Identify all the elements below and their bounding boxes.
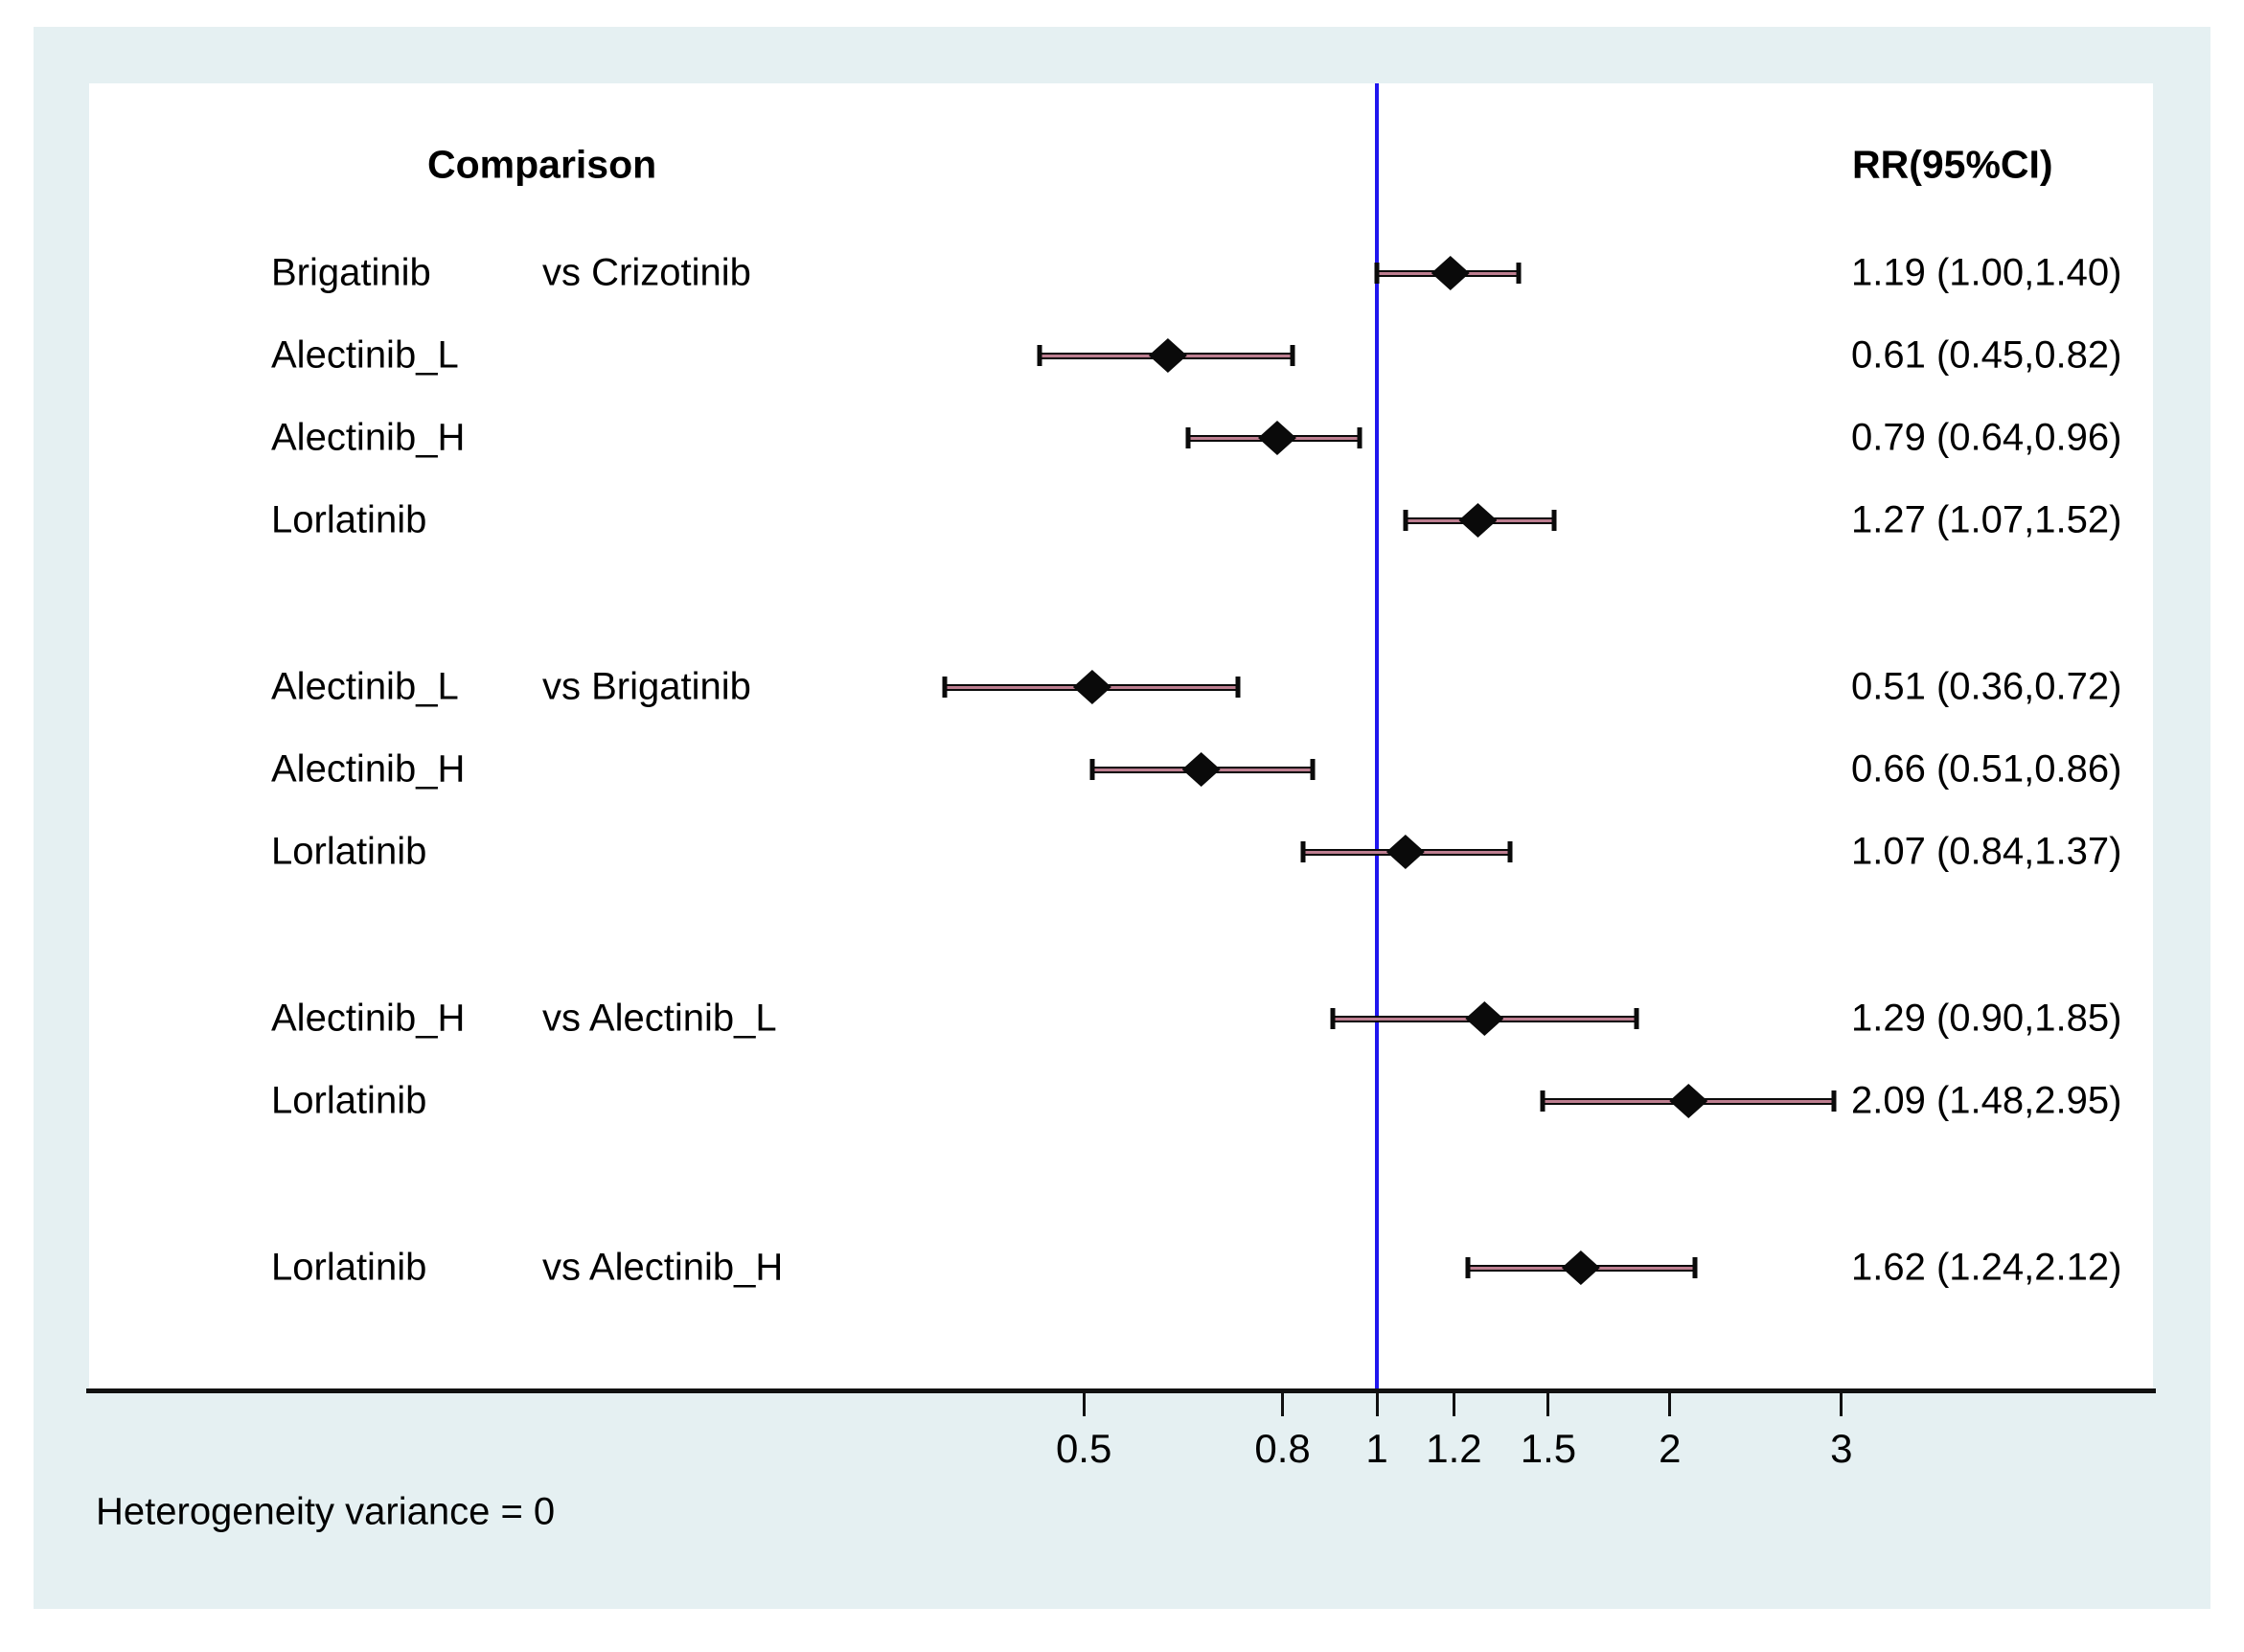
rr-ci-value: 0.79 (0.64,0.96)	[1851, 416, 2122, 459]
rr-ci-value: 1.62 (1.24,2.12)	[1851, 1246, 2122, 1289]
row-treatment-label: Alectinib_H	[271, 416, 466, 459]
rr-ci-value: 1.19 (1.00,1.40)	[1851, 251, 2122, 294]
x-axis-tick	[1668, 1393, 1672, 1416]
ci-cap-low	[1403, 510, 1408, 531]
x-axis-tick	[1546, 1393, 1550, 1416]
rr-ci-value: 1.07 (0.84,1.37)	[1851, 830, 2122, 873]
ci-cap-low	[1089, 759, 1095, 780]
x-axis-tick-label: 1.5	[1520, 1426, 1577, 1471]
ci-cap-low	[1037, 345, 1042, 366]
ci-cap-low	[1300, 841, 1306, 862]
heterogeneity-footnote: Heterogeneity variance = 0	[96, 1490, 556, 1533]
rr-ci-value: 0.61 (0.45,0.82)	[1851, 333, 2122, 377]
column-header-comparison: Comparison	[427, 142, 657, 187]
ci-cap-high	[1310, 759, 1316, 780]
row-treatment-label: Brigatinib	[271, 251, 431, 294]
x-axis-tick-label: 3	[1830, 1426, 1853, 1471]
ci-cap-low	[1374, 263, 1380, 284]
row-treatment-label: Alectinib_L	[271, 665, 459, 708]
ci-cap-high	[1551, 510, 1557, 531]
x-axis-tick-label: 2	[1659, 1426, 1682, 1471]
row-comparator-label: vs Alectinib_H	[542, 1246, 784, 1289]
x-axis-tick	[1281, 1393, 1285, 1416]
row-comparator-label: vs Brigatinib	[542, 665, 751, 708]
ci-cap-high	[1831, 1090, 1837, 1112]
row-treatment-label: Lorlatinib	[271, 830, 427, 873]
ci-cap-high	[1507, 841, 1513, 862]
x-axis-tick-label: 1	[1365, 1426, 1388, 1471]
ci-cap-low	[1465, 1257, 1471, 1278]
reference-line	[1375, 83, 1379, 1391]
x-axis-tick-label: 0.5	[1055, 1426, 1112, 1471]
row-comparator-label: vs Alectinib_L	[542, 997, 777, 1040]
rr-ci-value: 0.51 (0.36,0.72)	[1851, 665, 2122, 708]
x-axis-line	[86, 1388, 2156, 1393]
ci-cap-high	[1692, 1257, 1698, 1278]
rr-ci-value: 0.66 (0.51,0.86)	[1851, 747, 2122, 791]
x-axis-tick-label: 1.2	[1426, 1426, 1482, 1471]
rr-ci-value: 2.09 (1.48,2.95)	[1851, 1079, 2122, 1122]
ci-cap-low	[1540, 1090, 1546, 1112]
x-axis-tick	[1452, 1393, 1455, 1416]
row-comparator-label: vs Crizotinib	[542, 251, 751, 294]
rr-ci-value: 1.27 (1.07,1.52)	[1851, 498, 2122, 541]
ci-cap-high	[1290, 345, 1295, 366]
row-treatment-label: Alectinib_H	[271, 747, 466, 791]
plot-area	[89, 83, 2153, 1391]
x-axis-tick	[1840, 1393, 1843, 1416]
row-treatment-label: Lorlatinib	[271, 498, 427, 541]
row-treatment-label: Alectinib_L	[271, 333, 459, 377]
x-axis-tick-label: 0.8	[1254, 1426, 1311, 1471]
ci-cap-high	[1235, 677, 1241, 698]
ci-cap-low	[1330, 1008, 1335, 1029]
column-header-rr-ci: RR(95%CI)	[1852, 142, 2053, 187]
ci-cap-low	[942, 677, 948, 698]
ci-cap-high	[1516, 263, 1522, 284]
row-treatment-label: Lorlatinib	[271, 1079, 427, 1122]
row-treatment-label: Lorlatinib	[271, 1246, 427, 1289]
ci-cap-high	[1634, 1008, 1639, 1029]
ci-cap-high	[1357, 427, 1362, 448]
x-axis-tick	[1375, 1393, 1379, 1416]
row-treatment-label: Alectinib_H	[271, 997, 466, 1040]
ci-cap-low	[1185, 427, 1191, 448]
rr-ci-value: 1.29 (0.90,1.85)	[1851, 997, 2122, 1040]
x-axis-tick	[1082, 1393, 1086, 1416]
